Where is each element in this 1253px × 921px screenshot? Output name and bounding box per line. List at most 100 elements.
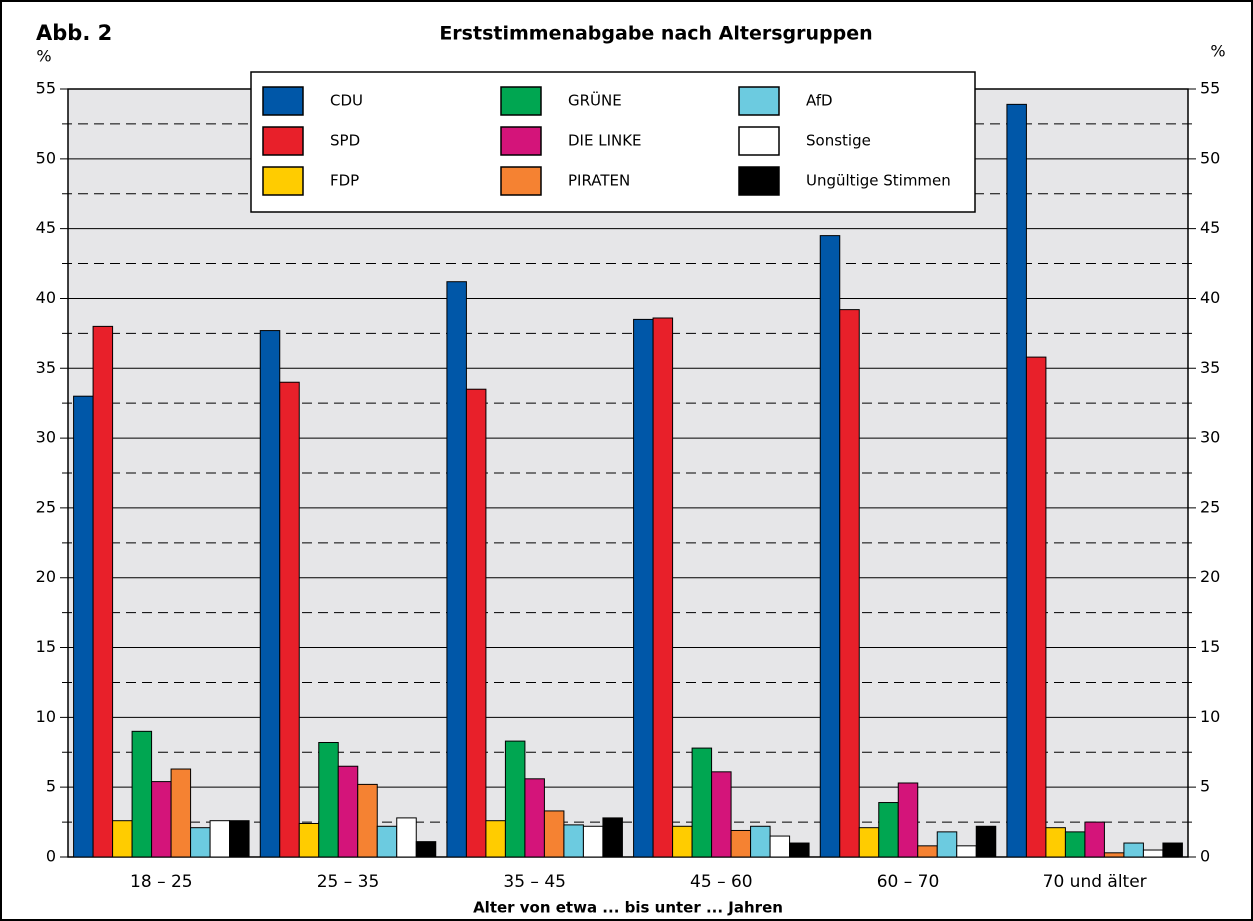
legend-label: SPD — [330, 132, 360, 150]
bar — [446, 281, 467, 858]
legend-swatch — [262, 166, 304, 196]
y2-tick-label: 5 — [1200, 777, 1210, 796]
bar — [897, 782, 919, 858]
x-tick-label: 45 – 60 — [690, 872, 753, 892]
bar — [1084, 821, 1105, 858]
bar — [730, 829, 752, 858]
y2-tick-label: 40 — [1200, 288, 1220, 307]
y2-tick-label: 35 — [1200, 358, 1220, 377]
bar — [543, 810, 565, 858]
bar — [652, 317, 674, 858]
bar — [415, 841, 437, 858]
bar — [563, 824, 584, 858]
bar — [112, 820, 133, 858]
legend-swatch — [262, 126, 304, 156]
y2-unit: % — [1210, 42, 1225, 61]
x-tick-label: 35 – 45 — [503, 872, 566, 892]
bar — [633, 318, 654, 858]
x-axis-label: Alter von etwa ... bis unter ... Jahren — [473, 899, 783, 917]
bar — [1025, 356, 1047, 858]
bar — [209, 820, 231, 858]
figure-label: Abb. 2 — [36, 21, 112, 45]
bar — [582, 825, 604, 858]
legend-label: Ungültige Stimmen — [806, 172, 951, 190]
y2-tick-label: 10 — [1200, 707, 1220, 726]
bar — [337, 765, 359, 858]
bar — [465, 388, 487, 858]
bar — [839, 309, 860, 858]
bar — [769, 835, 791, 858]
y-tick-label: 20 — [36, 567, 56, 586]
legend-swatch — [500, 166, 542, 196]
bar — [956, 845, 977, 858]
bar — [1162, 842, 1183, 858]
bar — [819, 235, 841, 858]
legend-label: Sonstige — [806, 132, 871, 150]
legend-label: DIE LINKE — [568, 132, 642, 150]
bar — [711, 771, 732, 858]
y2-tick-label: 0 — [1200, 847, 1210, 866]
bar — [279, 381, 300, 858]
legend-swatch — [738, 126, 780, 156]
y-tick-label: 0 — [46, 847, 56, 866]
bar — [672, 825, 693, 858]
bar — [318, 741, 339, 858]
x-tick-label: 18 – 25 — [130, 872, 193, 892]
legend-label: AfD — [806, 92, 833, 110]
y-tick-label: 15 — [36, 637, 56, 656]
bar — [602, 817, 623, 858]
y-tick-label: 45 — [36, 218, 56, 237]
legend-label: CDU — [330, 92, 363, 110]
y-tick-label: 25 — [36, 497, 56, 516]
legend-swatch — [262, 86, 304, 116]
bar — [92, 325, 114, 858]
bar — [858, 827, 880, 858]
x-tick-label: 25 – 35 — [317, 872, 380, 892]
bar — [691, 747, 713, 858]
x-tick-label: 60 – 70 — [877, 872, 940, 892]
legend-swatch — [500, 126, 542, 156]
bar — [357, 783, 378, 858]
y2-tick-label: 45 — [1200, 218, 1220, 237]
bar — [1142, 849, 1164, 858]
bar — [151, 781, 172, 858]
y2-tick-label: 20 — [1200, 567, 1220, 586]
bar — [376, 825, 398, 858]
bar — [229, 820, 250, 858]
y-tick-label: 40 — [36, 288, 56, 307]
legend-label: FDP — [330, 172, 359, 190]
bar — [190, 827, 211, 858]
bar — [259, 330, 281, 858]
bar — [789, 842, 810, 858]
legend-label: GRÜNE — [568, 91, 622, 110]
y-tick-label: 50 — [36, 148, 56, 167]
bar — [917, 845, 938, 858]
bar — [878, 802, 899, 858]
bar — [298, 822, 320, 858]
bar — [750, 825, 771, 858]
x-tick-label: 70 und älter — [1043, 872, 1147, 892]
y-unit: % — [36, 47, 51, 66]
bar — [396, 817, 417, 858]
bar — [73, 395, 94, 858]
chart-title: Erststimmenabgabe nach Altersgruppen — [439, 23, 872, 45]
y-tick-label: 35 — [36, 358, 56, 377]
bar — [170, 768, 192, 858]
y-tick-label: 5 — [46, 777, 56, 796]
bar — [936, 831, 958, 858]
y2-tick-label: 25 — [1200, 497, 1220, 516]
y2-tick-label: 55 — [1200, 79, 1220, 98]
bar — [485, 820, 506, 858]
bar — [1064, 831, 1086, 858]
y2-tick-label: 15 — [1200, 637, 1220, 656]
legend-swatch — [738, 86, 780, 116]
legend-label: PIRATEN — [568, 172, 630, 190]
bar — [524, 778, 545, 858]
bar — [131, 730, 153, 858]
legend-swatch — [738, 166, 780, 196]
bar — [1045, 827, 1066, 858]
y-tick-label: 10 — [36, 707, 56, 726]
y-tick-label: 55 — [36, 79, 56, 98]
bar — [1103, 852, 1125, 858]
